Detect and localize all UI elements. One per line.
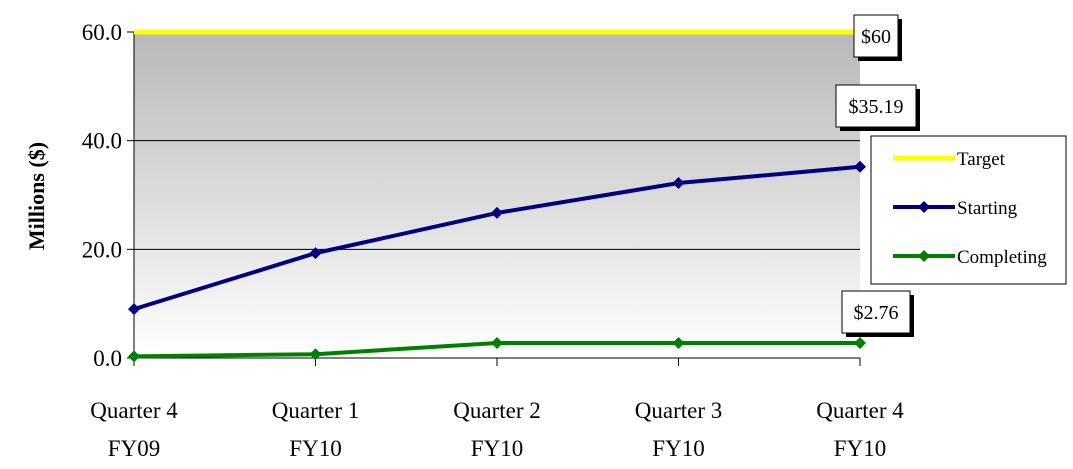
- y-tick-label: 60.0: [82, 20, 122, 45]
- data-label-box: $60: [853, 14, 902, 61]
- data-label: $35.19: [849, 96, 904, 118]
- legend-marker-starting: [918, 201, 930, 213]
- y-tick-label: 20.0: [82, 237, 122, 262]
- data-label-frame: [853, 14, 899, 58]
- x-tick-label: FY10: [471, 436, 523, 461]
- x-tick-label: Quarter 4: [90, 398, 178, 423]
- x-tick-label: Quarter 2: [453, 398, 541, 423]
- data-point-starting: [672, 177, 685, 190]
- data-label-frame: [835, 84, 917, 128]
- plot-area: [134, 32, 860, 358]
- data-point-completing: [491, 337, 503, 350]
- data-label-frame: [841, 290, 911, 334]
- data-label: $60: [861, 26, 891, 48]
- data-label-box: $35.19: [835, 84, 920, 131]
- legend-label-completing: Completing: [957, 247, 1047, 268]
- y-axis-label: Millions ($): [24, 142, 49, 250]
- legend-label-starting: Starting: [957, 198, 1018, 219]
- x-tick-label: FY10: [652, 436, 704, 461]
- data-point-completing: [854, 337, 866, 350]
- data-label-box: $2.76: [841, 290, 914, 337]
- data-point-starting: [128, 303, 140, 316]
- data-point-completing: [128, 350, 140, 363]
- legend: [870, 135, 1067, 285]
- data-point-completing: [672, 337, 685, 350]
- x-tick-label: Quarter 4: [816, 398, 904, 423]
- data-point-starting: [309, 247, 322, 260]
- x-tick-label: FY10: [834, 436, 886, 461]
- data-label: $2.76: [854, 302, 899, 324]
- legend-label-target: Target: [957, 149, 1006, 170]
- data-point-starting: [491, 206, 503, 219]
- y-tick-label: 0.0: [93, 346, 122, 371]
- legend-marker-completing: [918, 250, 930, 262]
- x-tick-label: FY09: [108, 436, 160, 461]
- data-point-completing: [309, 348, 322, 361]
- data-point-starting: [854, 160, 866, 173]
- x-tick-label: FY10: [289, 436, 341, 461]
- y-tick-label: 40.0: [82, 129, 122, 154]
- x-tick-label: Quarter 3: [635, 398, 723, 423]
- x-tick-label: Quarter 1: [272, 398, 360, 423]
